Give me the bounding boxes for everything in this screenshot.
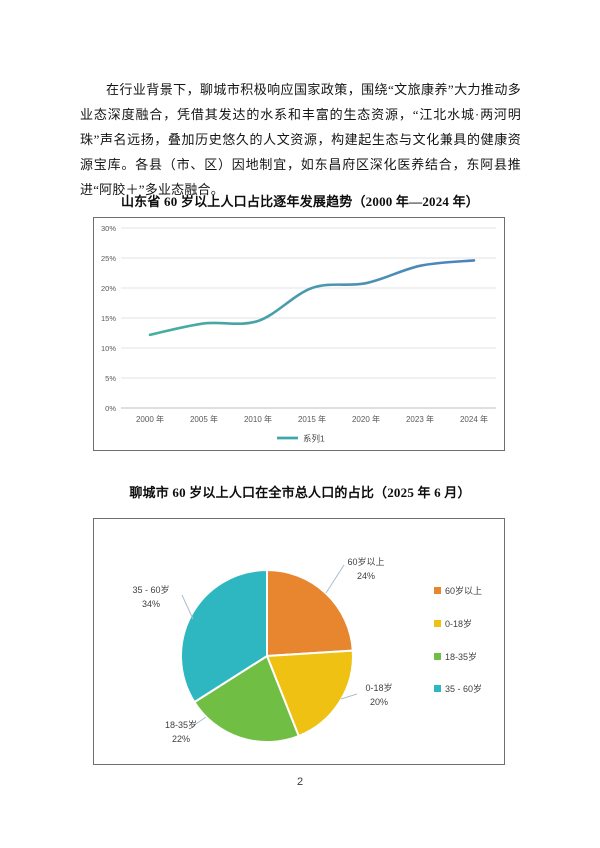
pie-slice-label: 0-18岁 xyxy=(365,682,392,693)
line-chart-figure: 0% 5% 10% 15% 20% 25% 30% 2000 年 2005 年 2010 年 201… xyxy=(93,217,505,451)
line-chart-title: 山东省 60 岁以上人口占比逐年发展趋势（2000 年—2024 年） xyxy=(120,194,479,209)
label-leader-line xyxy=(192,716,207,727)
legend-swatch xyxy=(434,587,441,594)
y-tick-label: 15% xyxy=(101,314,116,323)
x-tick-label: 2020 年 xyxy=(352,414,380,424)
y-tick-label: 0% xyxy=(105,404,116,413)
label-leader-line xyxy=(340,693,358,700)
body-paragraph: 在行业背景下，聊城市积极响应国家政策，围绕“文旅康养”大力推动多业态深度融合，凭… xyxy=(80,82,521,197)
pie-slice xyxy=(180,569,268,704)
pie-chart-title: 聊城市 60 岁以上人口在全市总人口的占比（2025 年 6 月） xyxy=(129,485,471,500)
trend-line xyxy=(148,259,476,337)
pie-slice-label: 60岁以上 xyxy=(347,556,384,567)
pie-slice-label: 18-35岁 xyxy=(165,719,197,730)
x-tick-label: 2000 年 xyxy=(136,414,164,424)
legend-swatch xyxy=(434,620,441,627)
pie-slice-value: 34% xyxy=(142,599,160,609)
y-tick-label: 10% xyxy=(101,344,116,353)
pie-slice-value: 24% xyxy=(357,571,375,581)
y-tick-label: 30% xyxy=(101,224,116,233)
pie-chart-canvas: 60岁以上 24% 0-18岁 20% 18-35岁 22% 35 - 60岁 34% 60岁以… xyxy=(132,556,482,744)
pie-slice-label: 35 - 60岁 xyxy=(132,584,169,595)
pie-slice xyxy=(193,655,300,744)
x-tick-label: 2005 年 xyxy=(190,414,218,424)
page-number: 2 xyxy=(296,776,304,788)
pie-slice-value: 20% xyxy=(370,697,388,707)
pie-slice-value: 22% xyxy=(172,734,190,744)
legend-label: 系列1 xyxy=(303,434,325,444)
x-tick-label: 2023 年 xyxy=(406,414,434,424)
y-tick-label: 5% xyxy=(105,374,116,383)
x-tick-label: 2010 年 xyxy=(244,414,272,424)
x-tick-label: 2015 年 xyxy=(298,414,326,424)
pie-chart-figure: 60岁以上 24% 0-18岁 20% 18-35岁 22% 35 - 60岁 34% 60岁以… xyxy=(93,518,505,765)
legend-label: 60岁以上 xyxy=(445,585,482,596)
y-tick-label: 25% xyxy=(101,254,116,263)
y-tick-label: 20% xyxy=(101,284,116,293)
legend-label: 0-18岁 xyxy=(445,618,472,629)
legend-label: 35 - 60岁 xyxy=(445,683,482,694)
line-chart-canvas: 0% 5% 10% 15% 20% 25% 30% 2000 年 2005 年 2010 年 201… xyxy=(101,224,496,444)
pie-slice xyxy=(266,649,354,737)
legend-label: 18-35岁 xyxy=(445,651,477,662)
legend-swatch xyxy=(434,653,441,660)
pie-slice xyxy=(266,569,354,657)
legend-swatch xyxy=(434,685,441,692)
label-leader-line xyxy=(181,594,194,620)
label-leader-line xyxy=(325,564,345,594)
x-tick-label: 2024 年 xyxy=(460,414,488,424)
